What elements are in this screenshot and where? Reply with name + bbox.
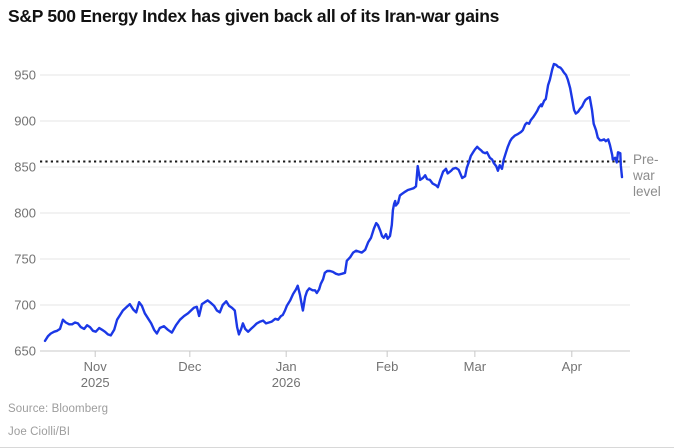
price-line [43, 62, 624, 343]
page-title: S&P 500 Energy Index has given back all … [8, 6, 500, 26]
x-axis-year-label: 2026 [272, 375, 301, 390]
pre-war-annotation-line: Pre- [633, 152, 659, 167]
pre-war-annotation-line: level [633, 184, 661, 199]
x-axis-tick-label: Mar [464, 359, 487, 374]
y-axis-tick-label: 950 [14, 68, 36, 83]
x-axis-tick-label: Jan [276, 359, 297, 374]
pre-war-annotation: Pre- war level [633, 152, 673, 200]
x-axis-tick-label: Feb [376, 359, 398, 374]
pre-war-annotation-line: war [633, 168, 655, 183]
x-axis-year-label: 2025 [81, 375, 110, 390]
y-axis-tick-label: 700 [14, 298, 36, 313]
y-axis-tick-label: 900 [14, 114, 36, 129]
source-label: Source: Bloomberg [8, 403, 109, 415]
y-axis-tick-label: 850 [14, 160, 36, 175]
x-axis-tick-label: Apr [562, 359, 583, 374]
byline-label: Joe Ciolli/BI [8, 426, 71, 438]
y-axis-tick-label: 800 [14, 206, 36, 221]
y-axis-tick-label: 750 [14, 252, 36, 267]
x-axis-tick-label: Nov [84, 359, 108, 374]
y-axis-tick-label: 650 [14, 344, 36, 359]
x-axis-tick-label: Dec [178, 359, 202, 374]
